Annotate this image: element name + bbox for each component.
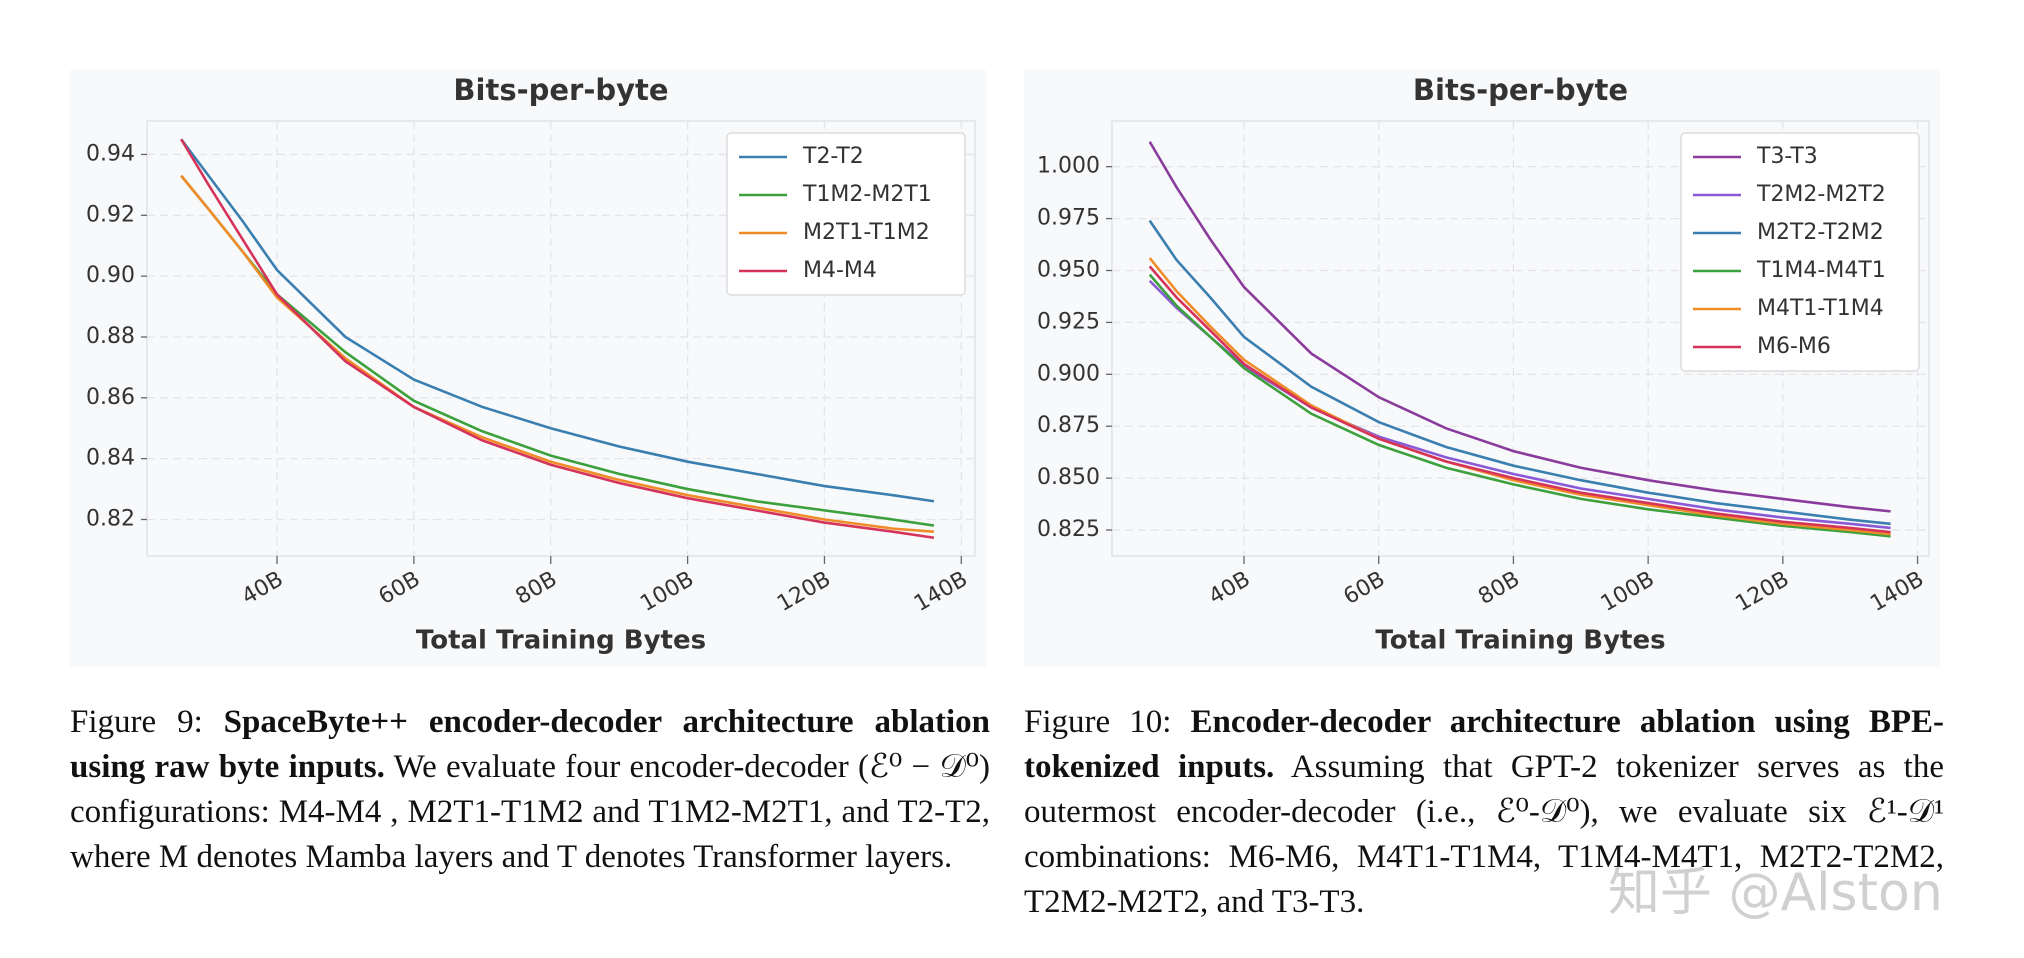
legend-label: M4-M4 bbox=[803, 258, 877, 283]
legend-label: T2M2-M2T2 bbox=[1756, 182, 1886, 207]
y-tick-label: 0.82 bbox=[86, 506, 135, 531]
caption: Figure 9: SpaceByte++ encoder-decoder ar… bbox=[70, 700, 990, 880]
caption-bold: Encoder-decoder architecture ablation us… bbox=[1024, 704, 1945, 785]
series-line bbox=[1148, 265, 1891, 534]
caption-bold: SpaceByte++ encoder-decoder architecture… bbox=[70, 704, 991, 785]
series-line bbox=[1148, 141, 1891, 513]
y-tick-label: 0.92 bbox=[86, 202, 135, 227]
legend-box bbox=[726, 132, 966, 296]
caption-label: Figure 10: bbox=[1024, 704, 1172, 740]
legend-label: M6-M6 bbox=[1757, 334, 1831, 359]
legend-label: T1M4-M4T1 bbox=[1756, 258, 1886, 283]
y-tick-label: 0.875 bbox=[1037, 413, 1100, 438]
y-tick-label: 0.825 bbox=[1037, 517, 1100, 542]
y-tick-label: 0.925 bbox=[1037, 309, 1100, 334]
legend-label: M4T1-T1M4 bbox=[1757, 296, 1884, 321]
x-axis-label: Total Training Bytes bbox=[1375, 626, 1665, 656]
series-line bbox=[1148, 273, 1891, 538]
chart-panel: Bits-per-byte 0.825 0.850 0.875 0.900 0.925 0.… bbox=[1024, 70, 1940, 667]
series-line bbox=[180, 138, 935, 503]
y-tick-label: 0.86 bbox=[86, 385, 135, 410]
caption-label: Figure 9: bbox=[70, 704, 203, 740]
legend-label: T1M2-M2T1 bbox=[802, 182, 932, 207]
x-axis-label: Total Training Bytes bbox=[416, 626, 706, 656]
y-tick-label: 0.975 bbox=[1037, 206, 1100, 231]
legend-label: T3-T3 bbox=[1756, 144, 1818, 169]
series-line bbox=[180, 138, 935, 540]
series-line bbox=[1148, 219, 1891, 526]
y-tick-label: 0.84 bbox=[86, 446, 135, 471]
y-tick-label: 0.950 bbox=[1037, 257, 1100, 282]
caption-text: Assuming that GPT-2 tokenizer serves as … bbox=[1024, 749, 1944, 920]
watermark: 知乎 @Alston bbox=[1608, 863, 1943, 923]
legend-label: M2T2-T2M2 bbox=[1757, 220, 1884, 245]
legend-box bbox=[1680, 132, 1920, 372]
y-tick-label: 0.850 bbox=[1037, 465, 1100, 490]
y-tick-label: 0.90 bbox=[86, 263, 135, 288]
caption-text: We evaluate four encoder-decoder (ℰ⁰ − 𝒟… bbox=[70, 749, 990, 875]
y-tick-label: 0.900 bbox=[1037, 361, 1100, 386]
chart-title: Bits-per-byte bbox=[1413, 73, 1628, 107]
chart-panel: Bits-per-byte 0.82 0.84 0.86 0.88 0.90 0.92 0.9… bbox=[70, 70, 986, 667]
chart-title: Bits-per-byte bbox=[453, 73, 668, 107]
legend-label: M2T1-T1M2 bbox=[803, 220, 930, 245]
legend-label: T2-T2 bbox=[802, 144, 864, 169]
series-line bbox=[180, 174, 935, 533]
y-tick-label: 1.000 bbox=[1037, 154, 1100, 179]
y-tick-label: 0.88 bbox=[86, 324, 135, 349]
y-tick-label: 0.94 bbox=[86, 141, 135, 166]
caption: Figure 10: Encoder-decoder architecture … bbox=[1024, 700, 1944, 925]
